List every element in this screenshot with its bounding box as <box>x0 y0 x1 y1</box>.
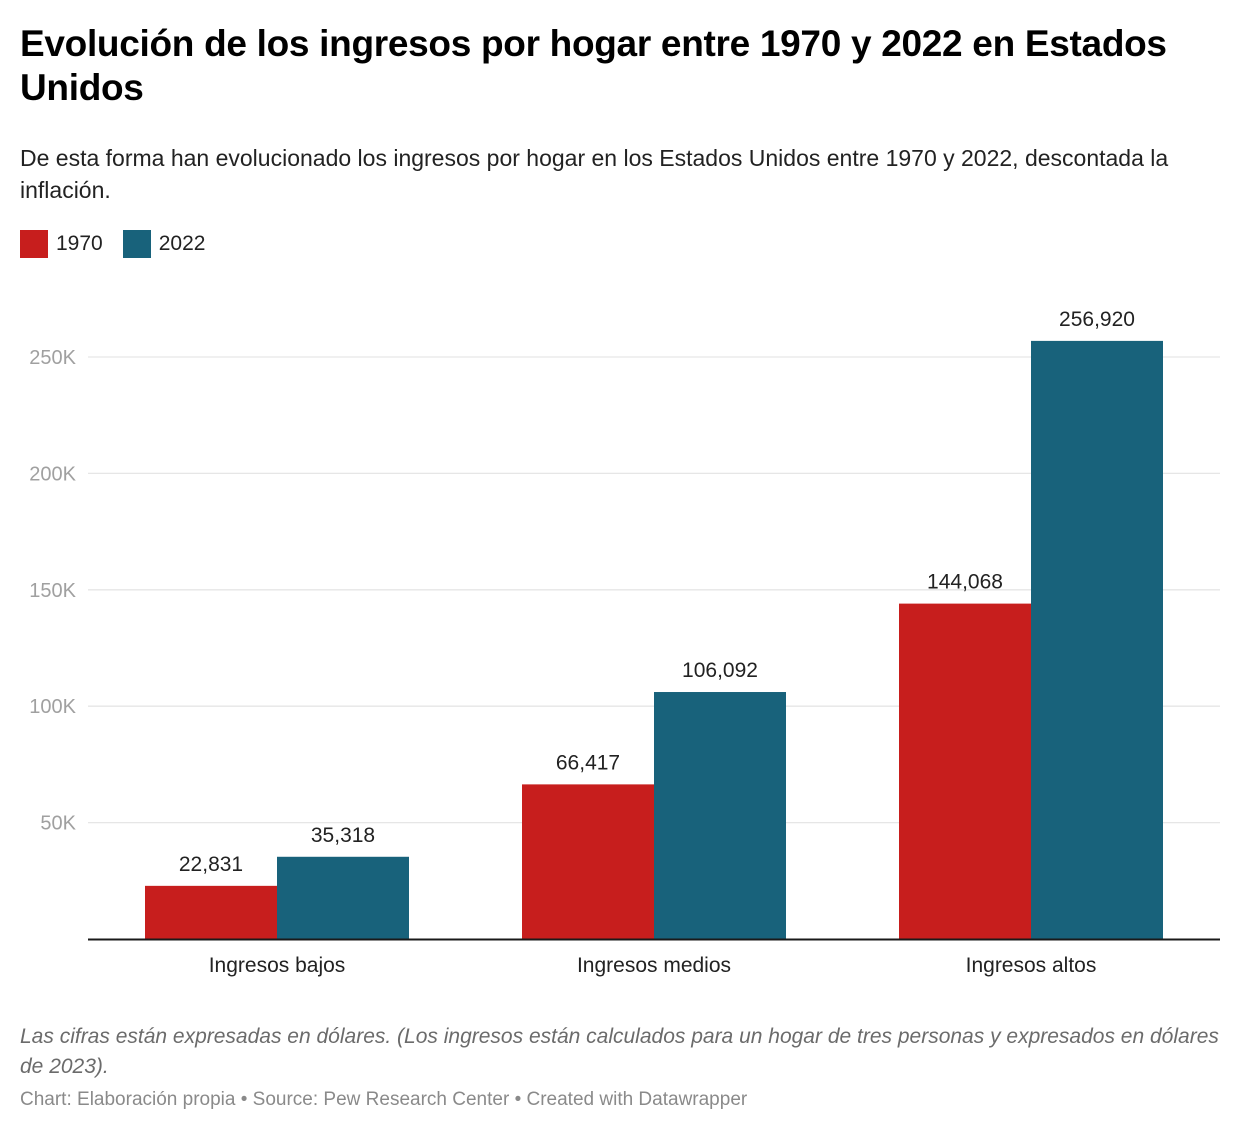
data-label: 35,318 <box>311 824 375 847</box>
y-tick-label: 150K <box>29 580 76 602</box>
data-label: 144,068 <box>927 571 1003 594</box>
bar-2022 <box>1031 340 1163 939</box>
chart-footer: Chart: Elaboración propia • Source: Pew … <box>20 1089 748 1110</box>
legend-label-2022: 2022 <box>158 232 206 255</box>
bar-chart: 50K 100K 150K 200K 250K 22,831 35,318 66,417 10… <box>29 308 1220 977</box>
bar-1970 <box>145 885 277 939</box>
bars <box>145 340 1163 939</box>
data-labels: 22,831 35,318 66,417 106,092 144,068 256,920 <box>179 308 1135 876</box>
legend-swatch-2022 <box>122 230 151 258</box>
x-axis: Ingresos bajos Ingresos medios Ingresos al… <box>88 938 1220 977</box>
data-label: 256,920 <box>1059 308 1135 331</box>
legend-label-1970: 1970 <box>56 232 103 255</box>
bar-2022 <box>654 692 786 939</box>
chart-title: Evolución de los ingresos por hogar entr… <box>20 23 1167 108</box>
y-tick-label: 100K <box>29 696 76 718</box>
legend-item-2022: 2022 <box>122 230 206 258</box>
y-axis-ticks: 50K 100K 150K 200K 250K <box>29 347 76 835</box>
chart-notes: Las cifras están expresadas en dólares. … <box>20 1025 1219 1078</box>
y-tick-label: 50K <box>40 813 76 835</box>
data-label: 106,092 <box>682 659 758 682</box>
x-tick-label: Ingresos bajos <box>209 954 346 977</box>
bar-1970 <box>522 784 654 939</box>
legend-swatch-1970 <box>20 230 48 258</box>
y-tick-label: 200K <box>29 463 76 485</box>
legend: 1970 2022 <box>20 230 205 258</box>
x-tick-label: Ingresos medios <box>577 954 731 977</box>
bar-2022 <box>277 856 409 939</box>
legend-item-1970: 1970 <box>20 230 103 258</box>
x-tick-label: Ingresos altos <box>966 954 1097 977</box>
bar-1970 <box>899 603 1031 939</box>
chart-subtitle: De esta forma han evolucionado los ingre… <box>20 145 1169 203</box>
data-label: 22,831 <box>179 853 243 876</box>
y-tick-label: 250K <box>29 347 76 369</box>
data-label: 66,417 <box>556 751 620 774</box>
